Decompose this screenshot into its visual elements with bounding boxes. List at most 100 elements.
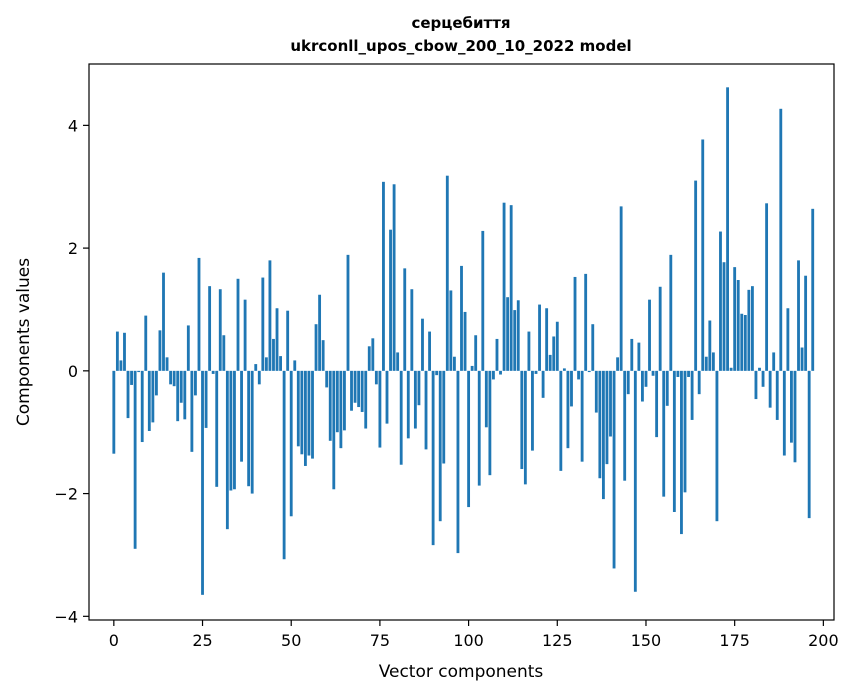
bar (172, 370, 176, 387)
bar (502, 202, 506, 371)
bar (477, 370, 481, 486)
bar (630, 338, 634, 371)
bar (169, 370, 173, 385)
bar (247, 370, 251, 487)
bar (704, 356, 708, 371)
bar (261, 277, 265, 371)
bar (435, 370, 439, 376)
bar (701, 139, 705, 371)
bar (499, 370, 502, 375)
bar (463, 311, 467, 371)
bar (747, 289, 751, 371)
bar (694, 180, 698, 371)
bar (236, 278, 240, 371)
bar (325, 370, 329, 388)
bar (754, 370, 758, 400)
bar (552, 336, 556, 371)
bar (676, 370, 680, 377)
bar (438, 370, 442, 522)
bar (697, 370, 701, 395)
bar (428, 331, 431, 371)
y-tick-label: −4 (54, 607, 78, 626)
bar (683, 370, 687, 493)
bar (733, 267, 737, 371)
bar (353, 370, 357, 403)
bar (594, 370, 598, 413)
bar (162, 272, 165, 371)
bar (176, 370, 180, 422)
bar (729, 367, 733, 371)
bar (772, 352, 776, 371)
bar (300, 370, 304, 455)
bar (218, 289, 222, 371)
bar (658, 286, 662, 371)
bar (470, 365, 474, 371)
bar (222, 335, 226, 371)
bar (495, 338, 499, 371)
bar (343, 370, 346, 431)
bar (626, 370, 630, 395)
bar (197, 257, 201, 371)
bar (268, 260, 272, 371)
bar (743, 315, 747, 371)
bar (782, 370, 786, 456)
bar (531, 370, 534, 451)
bar (296, 370, 300, 447)
bar (790, 370, 793, 443)
bar (233, 370, 236, 490)
bar (662, 370, 666, 497)
bar (672, 370, 676, 512)
bar (559, 370, 563, 471)
bar (303, 370, 307, 466)
x-tick-label: 25 (192, 631, 212, 650)
bar (286, 310, 290, 371)
bar (523, 370, 527, 485)
bar (722, 262, 726, 371)
bar (133, 370, 137, 549)
bar (211, 370, 215, 374)
x-tick-label: 125 (542, 631, 573, 650)
bar (598, 370, 602, 479)
bar (740, 313, 744, 371)
bar (644, 370, 648, 387)
bar (566, 370, 570, 449)
bar (289, 370, 293, 517)
plot-frame (88, 63, 835, 621)
bar (360, 370, 364, 412)
bar (240, 370, 243, 462)
bar (403, 268, 407, 371)
bar (520, 370, 524, 470)
bar (250, 370, 254, 494)
bar (452, 356, 456, 371)
bar (417, 370, 421, 406)
bar (215, 370, 219, 487)
bar (123, 332, 126, 371)
bar (641, 370, 644, 402)
bar (711, 352, 715, 371)
bar (201, 370, 204, 595)
bar (506, 297, 510, 371)
bar (357, 370, 361, 408)
bar (367, 346, 371, 371)
x-tick-label: 100 (453, 631, 484, 650)
bar (115, 331, 119, 371)
bar (318, 294, 322, 371)
bar (768, 370, 772, 408)
bar (800, 347, 804, 371)
bar (346, 254, 350, 371)
bar (726, 87, 729, 371)
bar (648, 299, 651, 371)
bar (601, 370, 605, 500)
bar (555, 321, 559, 371)
bar (811, 208, 815, 371)
bar (194, 370, 197, 396)
bar (619, 206, 623, 371)
bar (715, 370, 719, 522)
bar (112, 370, 116, 454)
bar (378, 370, 382, 448)
bar (208, 286, 212, 371)
bar (690, 370, 694, 420)
bar (264, 357, 268, 371)
bar (481, 230, 485, 371)
bar (225, 370, 229, 530)
